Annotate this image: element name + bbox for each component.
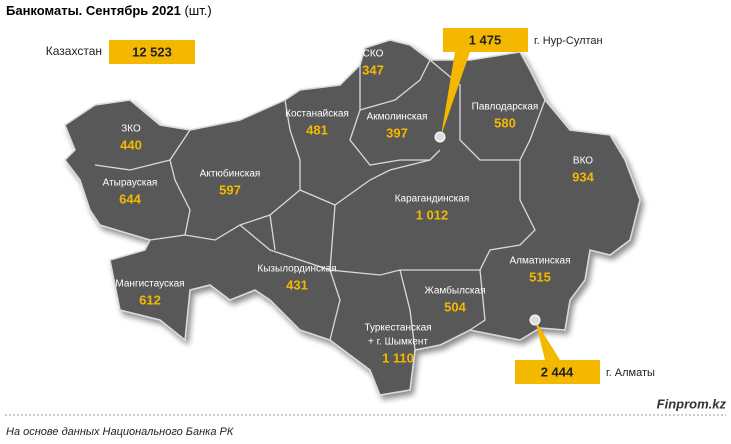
total-box: Казахстан 12 523: [46, 40, 195, 64]
city-dot: [434, 131, 446, 143]
region-name: Актюбинская: [200, 168, 261, 180]
region-value: 612: [139, 292, 161, 307]
region-labels: ЗКО 440 Атырауская 644 Мангистауская 612 Актюб…: [103, 49, 595, 366]
city-value: 1 475: [469, 32, 502, 47]
region-value: 644: [119, 191, 141, 206]
region-name: + г. Шымкент: [368, 337, 428, 348]
total-label: Казахстан: [46, 44, 102, 58]
city-almaty: 2 444 г. Алматы: [515, 314, 655, 384]
region-borders: [94, 59, 546, 351]
region-value: 504: [444, 299, 466, 314]
region-name: ЗКО: [121, 124, 141, 135]
pointer: [441, 52, 470, 136]
region-name: Акмолинская: [367, 112, 428, 123]
region-value: 515: [529, 269, 551, 284]
city-value: 2 444: [541, 364, 574, 379]
region-name: Алматинская: [510, 256, 571, 267]
region-value: 597: [219, 182, 241, 197]
title: Банкоматы. Сентябрь 2021 (шт.): [6, 3, 212, 18]
region-name: Атырауская: [103, 178, 158, 189]
region-name: Туркестанская: [364, 323, 431, 334]
region-value: 440: [120, 137, 142, 152]
region-name: ВКО: [573, 156, 593, 167]
country-outline: [64, 39, 641, 396]
region-name: Карагандинская: [395, 194, 470, 205]
region-value: 934: [572, 169, 594, 184]
pointer: [535, 320, 560, 360]
region-value: 580: [494, 115, 516, 130]
region-value: 347: [362, 62, 384, 77]
city-rect: [443, 28, 528, 52]
total-value: 12 523: [132, 44, 172, 59]
brand: Finprom.kz: [657, 396, 727, 411]
city-dot: [529, 314, 541, 326]
region-name: СКО: [363, 49, 384, 60]
region-value: 397: [386, 125, 408, 140]
city-name: г. Нур-Султан: [534, 35, 603, 47]
region-value: 431: [286, 277, 308, 292]
region-value: 1 110: [382, 350, 414, 365]
region-name: Жамбылская: [425, 285, 486, 297]
city-nur-sultan: 1 475 г. Нур-Султан: [434, 28, 603, 143]
region-name: Кызылординская: [257, 264, 336, 275]
region-name: Костанайская: [285, 109, 349, 120]
city-name: г. Алматы: [606, 367, 655, 379]
region-name: Мангистауская: [115, 279, 184, 290]
total-rect: [109, 40, 195, 64]
region-name: Павлодарская: [472, 102, 539, 113]
source: На основе данных Национального Банка РК: [6, 426, 234, 438]
city-rect: [515, 360, 600, 384]
region-value: 481: [306, 122, 328, 137]
region-value: 1 012: [416, 207, 449, 222]
